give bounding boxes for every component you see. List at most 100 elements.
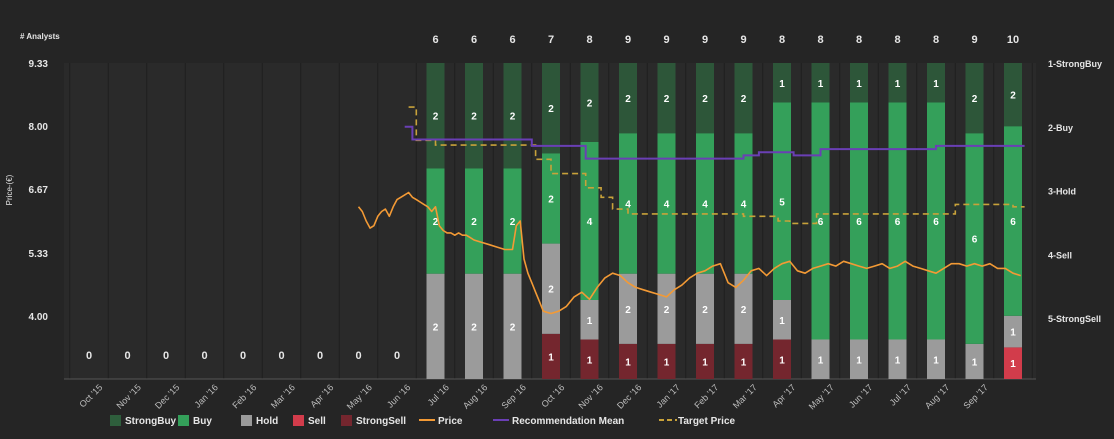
bar-label: 1 [818,355,824,366]
bar-label: 2 [510,112,516,123]
bar-strongbuy [850,63,868,103]
bar-hold [426,273,445,379]
bar-strongbuy [927,63,945,103]
bar-strongbuy [542,63,560,154]
legend-item-hold[interactable]: Hold [241,415,278,427]
right-axis: 1-StrongBuy 2-Buy 3-Hold 4-Sell 5-StrongSell [1048,59,1102,324]
bar-label: 4 [741,199,747,210]
grid [64,63,1036,380]
bar-strongbuy [734,63,753,134]
right-axis-label: 5-StrongSell [1048,314,1101,324]
x-tick-label: Aug '16 [461,382,489,410]
bar-label: 2 [664,94,670,105]
bar-label: 2 [471,322,477,333]
analysts-label: # Analysts [20,32,60,41]
bar-label: 1 [856,355,862,366]
bar-label: 2 [702,305,708,316]
bar-buy [619,133,637,274]
bar-hold [927,339,945,379]
analyst-count: 8 [894,34,900,46]
analyst-count: 8 [779,34,785,46]
bar-label: 1 [1010,359,1016,370]
legend-item-recommendation-mean[interactable]: Recommendation Mean [493,416,624,427]
legend-item-price[interactable]: Price [419,416,463,427]
bar-label: 1 [548,352,554,363]
bar-sell [1004,347,1022,379]
bar-label: 2 [548,194,554,205]
x-tick-label: Jul '17 [888,382,913,407]
bar-strongsell [619,343,637,379]
bar-buy [734,133,753,274]
bar-label: 2 [433,217,439,228]
right-axis-label: 4-Sell [1048,250,1072,260]
analyst-count: 0 [124,350,130,362]
analyst-count: 0 [86,350,92,362]
legend-label: Target Price [678,416,735,427]
x-tick-label: Mar '17 [731,382,759,410]
bar-label: 1 [741,357,747,368]
bar-hold [657,273,676,344]
bar-label: 1 [895,355,901,366]
legend-swatch [110,415,121,426]
bar-strongsell [580,339,599,379]
legend[interactable]: StrongBuy Buy Hold Sell StrongSell Price Recom… [110,415,735,427]
x-tick-label: Feb '16 [230,382,258,410]
legend-item-strongbuy[interactable]: StrongBuy [110,415,177,427]
bar-strongbuy [811,63,830,103]
bar-label: 6 [856,217,862,228]
bar-label: 1 [625,357,631,368]
analyst-count: 6 [471,34,477,46]
bar-strongbuy [696,63,714,134]
y-tick-label: 9.33 [29,59,49,70]
bar-strongsell [542,333,560,379]
bar-label: 6 [1010,217,1016,228]
bar-buy [965,133,984,344]
legend-label: Price [438,416,463,427]
bar-label: 2 [625,305,631,316]
bar-buy [542,153,560,244]
analyst-count: 9 [740,34,746,46]
bar-strongbuy [773,63,791,103]
bar-label: 1 [702,357,708,368]
bar-hold [580,300,599,340]
price-line [357,191,1021,315]
bar-hold [1004,315,1022,348]
bar-label: 1 [1010,328,1016,339]
right-axis-label: 2-Buy [1048,123,1073,133]
legend-item-buy[interactable]: Buy [178,415,212,427]
analyst-count: 7 [548,34,554,46]
analyst-count: 0 [317,350,323,362]
bar-hold [811,339,830,379]
legend-label: Sell [308,416,326,427]
analyst-count: 0 [355,350,361,362]
bar-label: 2 [587,99,593,110]
legend-item-sell[interactable]: Sell [293,415,326,427]
x-tick-label: May '17 [807,382,836,411]
x-tick-label: Dec '15 [153,382,181,410]
legend-swatch [241,415,252,426]
bar-strongbuy [580,63,599,142]
y-tick-label: 4.00 [29,312,49,323]
bar-strongsell [773,339,791,379]
bar-buy [1004,126,1022,316]
bar-label: 6 [818,217,824,228]
x-tick-label: May '16 [345,382,374,411]
x-tick-label: Jan '16 [193,382,220,409]
analyst-count: 10 [1007,34,1019,46]
bar-hold [734,273,753,344]
bar-label: 1 [587,316,593,327]
bar-label: 2 [1010,91,1016,102]
bar-buy [696,133,714,274]
bar-label: 2 [741,305,747,316]
analyst-count: 0 [163,350,169,362]
legend-item-strongsell[interactable]: StrongSell [341,415,406,427]
bar-hold [542,243,560,334]
x-tick-label: Apr '16 [308,382,335,409]
bar-label: 4 [625,199,631,210]
bar-label: 2 [471,112,477,123]
analyst-count: 0 [394,350,400,362]
legend-swatch [178,415,189,426]
legend-item-target-price[interactable]: Target Price [659,416,735,427]
bar-label: 2 [433,112,439,123]
bar-label: 6 [895,217,901,228]
